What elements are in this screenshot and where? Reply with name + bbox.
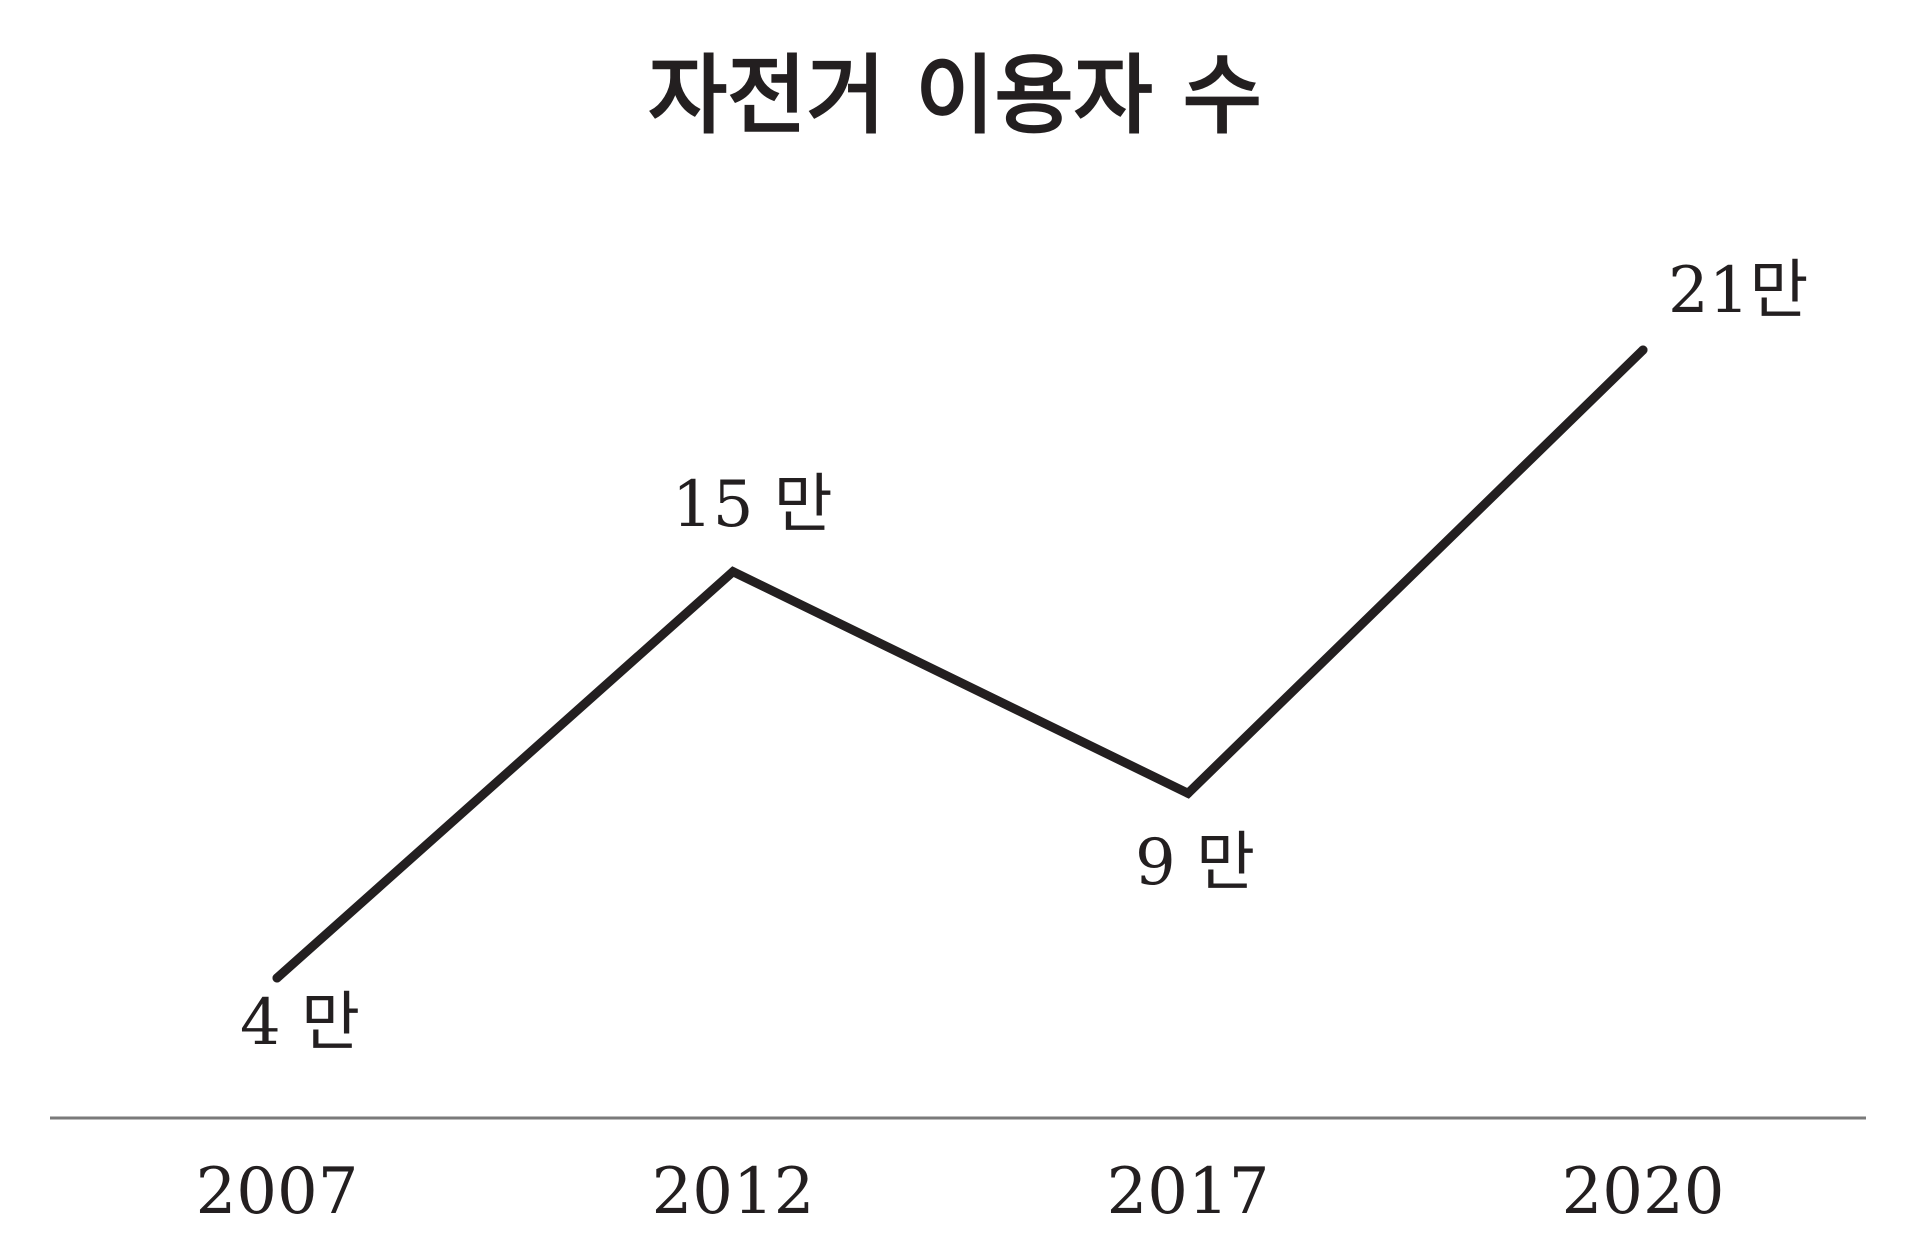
data-point-2012 <box>728 567 738 577</box>
x-tick-label-2007: 2007 <box>196 1155 359 1229</box>
data-label-2017: 9 만 <box>1135 826 1255 900</box>
x-tick-label-2012: 2012 <box>652 1155 815 1229</box>
data-point-2007 <box>272 973 282 983</box>
data-points <box>272 345 1648 983</box>
chart-title: 자전거 이용자 수 <box>648 46 1262 146</box>
x-tick-label-2017: 2017 <box>1107 1155 1270 1229</box>
x-axis-ticks: 2007 2012 2017 2020 <box>196 1155 1725 1229</box>
data-label-2007: 4 만 <box>240 986 360 1060</box>
data-point-2017 <box>1183 788 1193 798</box>
data-label-2020: 21만 <box>1668 254 1808 328</box>
x-tick-label-2020: 2020 <box>1562 1155 1725 1229</box>
series-line <box>272 345 1648 983</box>
data-labels: 4 만 15 만 9 만 21만 <box>240 254 1808 1060</box>
data-label-2012: 15 만 <box>672 468 833 542</box>
data-point-2020 <box>1638 345 1648 355</box>
